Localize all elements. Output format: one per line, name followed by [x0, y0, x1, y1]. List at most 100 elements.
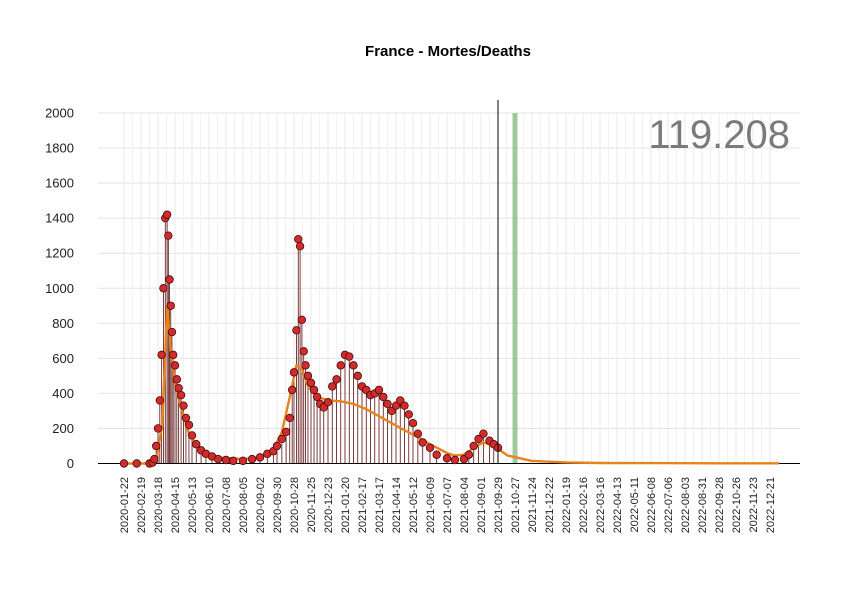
- data-point-78: [425, 443, 435, 452]
- x-tick-label-3: 2020-04-15: [170, 477, 182, 533]
- band-layer: [512, 113, 518, 464]
- highlight-band: [512, 113, 518, 464]
- data-point-19: [174, 383, 183, 393]
- data-point-86: [479, 429, 488, 438]
- x-tick-label-24: 2021-11-24: [527, 477, 539, 532]
- data-point-18: [172, 375, 182, 384]
- data-point-24: [187, 431, 197, 440]
- data-point-81: [450, 455, 460, 465]
- x-tick-label-21: 2021-09-01: [476, 477, 488, 533]
- x-tick-label-29: 2022-04-13: [612, 477, 624, 533]
- data-point-85: [474, 434, 483, 444]
- x-tick-label-7: 2020-08-05: [238, 477, 250, 533]
- x-tick-label-18: 2021-06-09: [425, 477, 437, 533]
- y-tick-label-10: 2000: [45, 106, 74, 121]
- data-point-50: [306, 378, 316, 388]
- data-point-6: [153, 424, 163, 433]
- x-tick-label-17: 2021-05-12: [408, 477, 420, 533]
- data-point-67: [374, 385, 384, 395]
- data-point-74: [404, 410, 413, 419]
- data-point-33: [247, 454, 257, 464]
- data-point-25: [192, 440, 201, 449]
- data-point-0: [119, 459, 129, 468]
- x-tick-label-5: 2020-06-10: [204, 477, 216, 533]
- data-point-14: [166, 301, 175, 310]
- x-tick-label-20: 2021-08-04: [459, 477, 471, 533]
- data-point-22: [181, 413, 191, 423]
- x-tick-label-35: 2022-09-28: [714, 477, 726, 533]
- data-point-11: [162, 210, 172, 219]
- y-tick-label-3: 600: [52, 351, 74, 366]
- y-tick-label-0: 0: [67, 456, 74, 471]
- data-point-43: [292, 326, 301, 335]
- data-point-80: [442, 454, 452, 463]
- x-tick-label-22: 2021-09-29: [493, 477, 505, 533]
- x-tick-label-15: 2021-03-17: [374, 477, 386, 533]
- data-point-84: [469, 441, 478, 451]
- x-tick-label-33: 2022-08-03: [680, 477, 692, 533]
- y-tick-label-4: 800: [52, 316, 74, 331]
- data-point-55: [323, 397, 333, 407]
- data-point-56: [328, 382, 337, 391]
- x-tick-label-12: 2020-12-23: [323, 477, 335, 533]
- x-tick-label-27: 2022-02-16: [578, 477, 590, 533]
- x-tick-label-37: 2022-11-23: [748, 477, 760, 532]
- trend-layer: [124, 304, 780, 465]
- x-tick-label-9: 2020-09-30: [272, 477, 284, 533]
- x-tick-label-2: 2020-03-18: [153, 477, 165, 533]
- x-tick-label-16: 2021-04-14: [391, 477, 403, 533]
- data-point-38: [277, 434, 287, 444]
- trend-line: [124, 304, 780, 465]
- data-point-40: [285, 413, 294, 423]
- data-point-8: [157, 350, 166, 360]
- data-point-62: [353, 371, 362, 381]
- y-tick-label-9: 1800: [45, 141, 74, 156]
- data-point-13: [165, 275, 174, 284]
- x-tick-label-34: 2022-08-31: [697, 477, 709, 533]
- data-point-9: [159, 284, 168, 293]
- data-point-42: [289, 368, 299, 377]
- data-point-41: [287, 385, 297, 395]
- data-point-37: [272, 441, 282, 451]
- grid-lines: [98, 112, 800, 464]
- data-point-23: [184, 420, 194, 430]
- data-point-39: [281, 427, 291, 437]
- x-tick-label-38: 2022-12-21: [765, 477, 777, 533]
- data-point-51: [309, 385, 319, 395]
- data-point-31: [229, 456, 238, 466]
- x-tick-label-0: 2020-01-22: [119, 477, 131, 533]
- x-tick-label-1: 2020-02-19: [136, 477, 148, 533]
- data-point-58: [336, 361, 345, 370]
- data-point-17: [170, 361, 180, 370]
- y-tick-label-2: 400: [52, 386, 74, 401]
- data-point-73: [400, 401, 409, 410]
- data-points: [119, 210, 503, 468]
- chart-title: France - Mortes/Deaths: [365, 43, 531, 60]
- y-tick-label-1: 200: [52, 421, 74, 436]
- data-point-57: [332, 375, 341, 384]
- data-point-34: [255, 453, 265, 462]
- data-point-83: [464, 450, 474, 459]
- total-deaths-label: 119.208: [648, 113, 790, 157]
- data-point-45: [295, 241, 305, 251]
- data-point-75: [408, 418, 418, 428]
- data-point-77: [418, 438, 427, 447]
- data-point-12: [164, 231, 173, 240]
- data-point-21: [179, 401, 188, 410]
- data-point-15: [167, 327, 177, 337]
- x-tick-label-8: 2020-09-02: [255, 477, 267, 533]
- data-point-32: [238, 456, 248, 466]
- data-point-20: [176, 390, 186, 400]
- data-point-48: [301, 361, 310, 370]
- y-tick-label-6: 1200: [45, 246, 74, 261]
- data-point-29: [213, 454, 223, 464]
- x-tick-label-19: 2021-07-07: [442, 477, 454, 533]
- data-point-68: [379, 392, 388, 402]
- data-point-60: [345, 352, 354, 361]
- x-tick-label-11: 2020-11-25: [306, 477, 318, 532]
- data-point-5: [151, 441, 161, 451]
- data-point-76: [413, 429, 423, 438]
- data-point-61: [349, 361, 358, 370]
- x-tick-label-32: 2022-07-06: [663, 477, 675, 533]
